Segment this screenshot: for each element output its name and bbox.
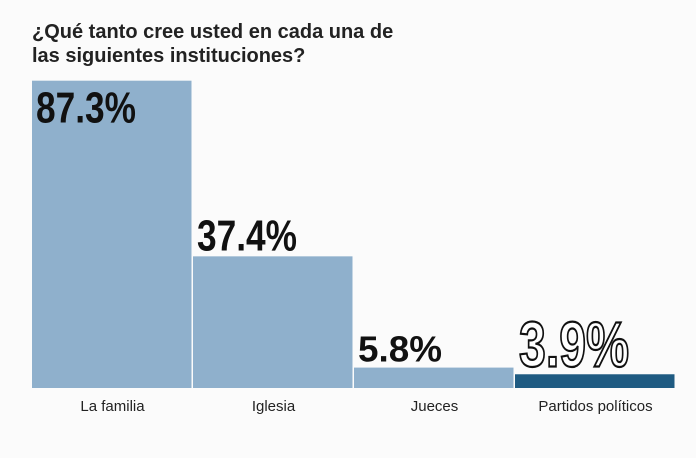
category-label-0: La familia xyxy=(80,398,145,415)
bar-3 xyxy=(515,374,675,388)
category-label-1: Iglesia xyxy=(252,398,296,415)
bar-1 xyxy=(193,256,353,388)
bar-0 xyxy=(32,80,192,388)
category-label-3: Partidos políticos xyxy=(538,398,652,415)
category-label-2: Jueces xyxy=(411,398,459,415)
value-label-2: 5.8% xyxy=(358,329,442,370)
bar-2 xyxy=(354,367,514,388)
value-label-0: 87.3% xyxy=(36,84,136,133)
value-label-1: 37.4% xyxy=(197,211,297,260)
value-label-3: 3.9% xyxy=(519,308,629,380)
chart-title: ¿Qué tanto cree usted en cada una de las… xyxy=(32,21,394,67)
